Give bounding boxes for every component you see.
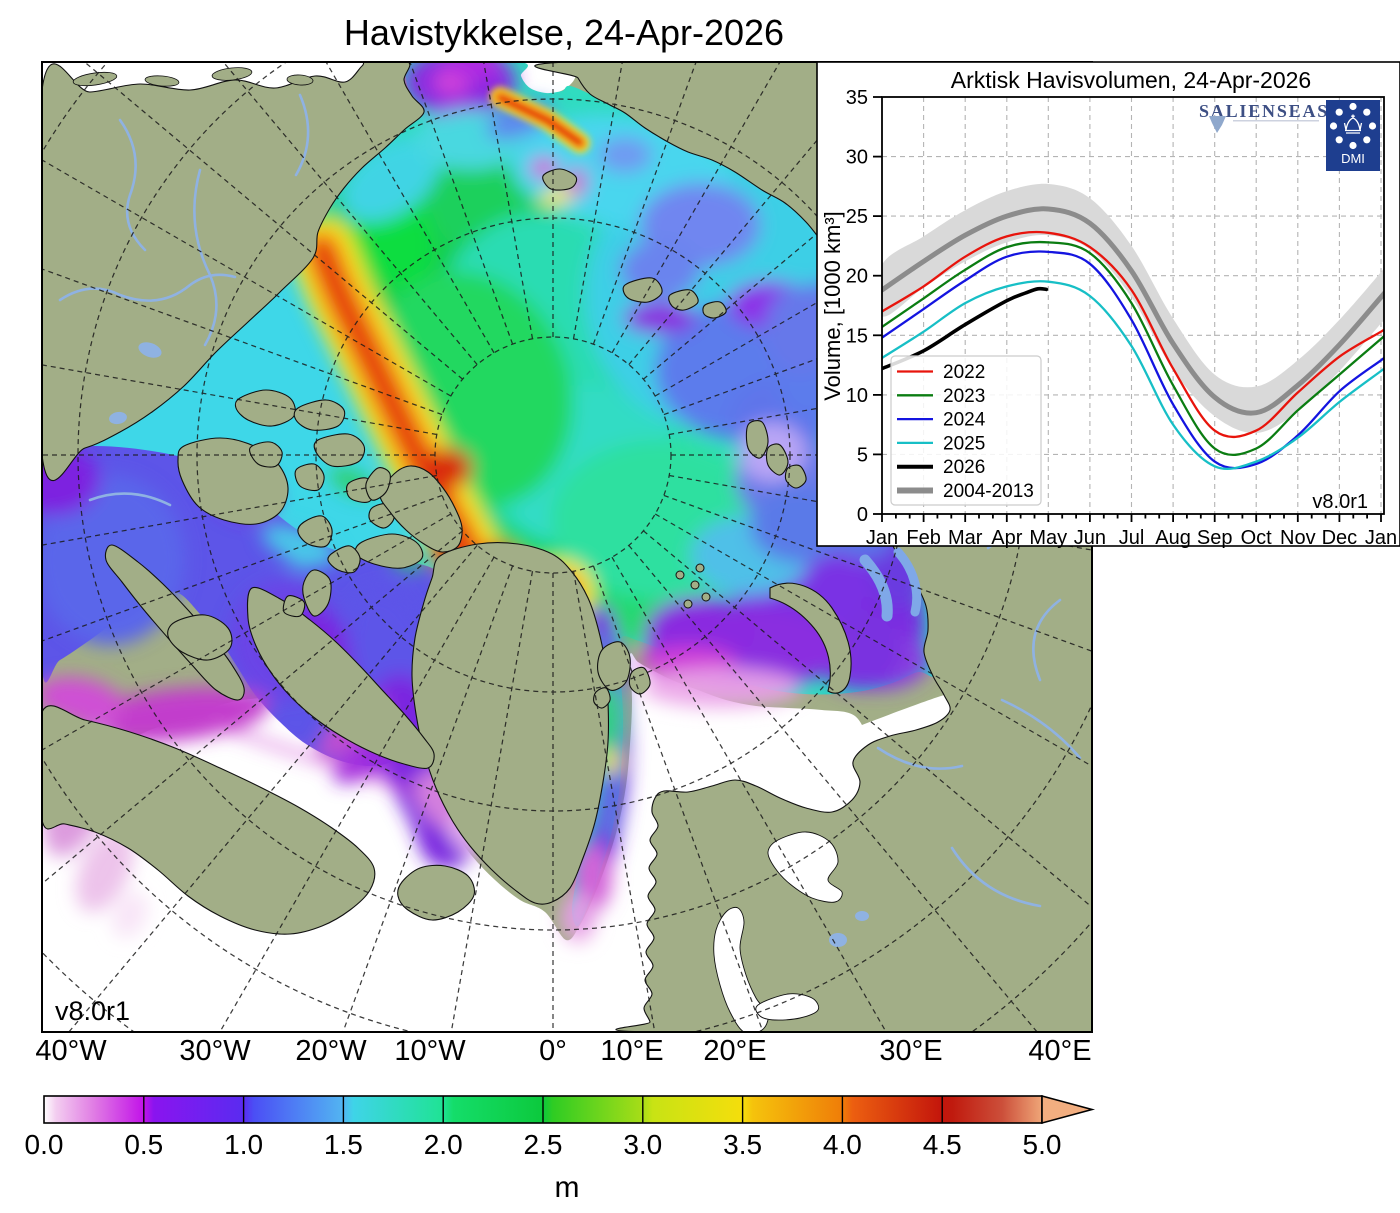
svg-text:v8.0r1: v8.0r1: [1312, 491, 1368, 513]
svg-text:10°W: 10°W: [394, 1035, 466, 1067]
svg-text:Apr: Apr: [991, 527, 1022, 549]
svg-text:2023: 2023: [943, 386, 985, 407]
svg-text:0.5: 0.5: [124, 1129, 163, 1160]
svg-text:Sep: Sep: [1197, 527, 1233, 549]
svg-text:Jul: Jul: [1119, 527, 1145, 549]
svg-text:0.0: 0.0: [25, 1129, 64, 1160]
svg-text:5.0: 5.0: [1023, 1129, 1062, 1160]
svg-text:m: m: [555, 1171, 580, 1204]
svg-text:Aug: Aug: [1155, 527, 1191, 549]
svg-text:Dec: Dec: [1322, 527, 1358, 549]
svg-text:2022: 2022: [943, 362, 985, 383]
svg-text:SALIENSEAS: SALIENSEAS: [1199, 101, 1329, 121]
svg-text:20°E: 20°E: [703, 1035, 766, 1067]
svg-text:Arktisk Havisvolumen, 24-Apr-2: Arktisk Havisvolumen, 24-Apr-2026: [951, 67, 1311, 93]
svg-text:4.0: 4.0: [823, 1129, 862, 1160]
svg-text:Jun: Jun: [1074, 527, 1106, 549]
svg-text:0°: 0°: [539, 1035, 567, 1067]
svg-text:v8.0r1: v8.0r1: [55, 996, 130, 1026]
svg-text:Jan: Jan: [1365, 527, 1397, 549]
svg-text:2.0: 2.0: [424, 1129, 463, 1160]
svg-text:Feb: Feb: [906, 527, 940, 549]
svg-text:3.0: 3.0: [623, 1129, 662, 1160]
svg-text:3.5: 3.5: [723, 1129, 762, 1160]
svg-text:10: 10: [846, 385, 868, 407]
svg-text:25: 25: [846, 206, 868, 228]
svg-text:0: 0: [857, 504, 868, 526]
svg-text:2.5: 2.5: [524, 1129, 563, 1160]
svg-text:40°E: 40°E: [1028, 1035, 1091, 1067]
svg-text:Havistykkelse, 24-Apr-2026: Havistykkelse, 24-Apr-2026: [344, 12, 784, 53]
svg-text:DMI: DMI: [1341, 151, 1365, 166]
svg-text:Oct: Oct: [1241, 527, 1273, 549]
svg-text:30°W: 30°W: [179, 1035, 251, 1067]
svg-text:10°E: 10°E: [600, 1035, 663, 1067]
svg-text:2025: 2025: [943, 433, 985, 454]
svg-text:5: 5: [857, 444, 868, 466]
svg-text:1.5: 1.5: [324, 1129, 363, 1160]
svg-text:40°W: 40°W: [35, 1035, 107, 1067]
svg-text:4.5: 4.5: [923, 1129, 962, 1160]
svg-text:30°E: 30°E: [879, 1035, 942, 1067]
svg-text:30: 30: [846, 147, 868, 169]
svg-text:Volume, [1000 km³]: Volume, [1000 km³]: [820, 211, 845, 401]
svg-text:20: 20: [846, 266, 868, 288]
svg-text:May: May: [1029, 527, 1067, 549]
svg-text:Jan: Jan: [866, 527, 898, 549]
svg-text:35: 35: [846, 87, 868, 109]
svg-text:1.0: 1.0: [224, 1129, 263, 1160]
svg-text:Mar: Mar: [948, 527, 983, 549]
svg-text:2004-2013: 2004-2013: [943, 481, 1034, 502]
svg-text:15: 15: [846, 325, 868, 347]
svg-text:2026: 2026: [943, 457, 985, 478]
svg-text:20°W: 20°W: [295, 1035, 367, 1067]
svg-text:2024: 2024: [943, 410, 986, 431]
svg-text:Nov: Nov: [1280, 527, 1316, 549]
